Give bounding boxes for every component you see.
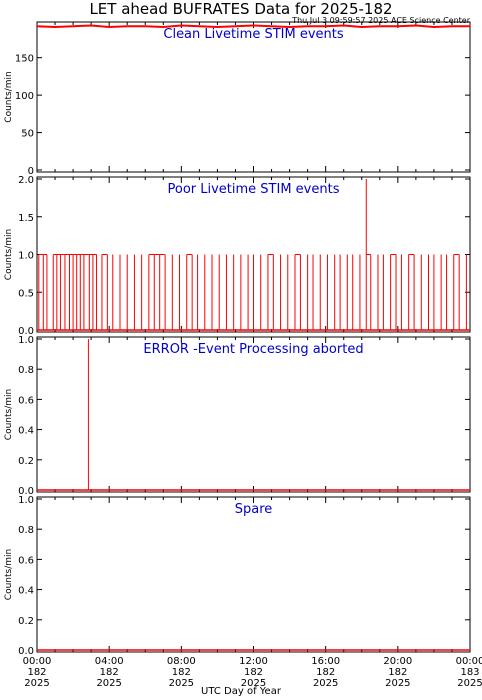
x-tick-label: 2025 [241,678,266,689]
y-tick-label: 0.5 [18,288,34,299]
y-tick-label: 0.6 [18,395,34,406]
plot-frame [36,21,471,173]
data-point [288,26,291,28]
data-point [252,24,255,27]
y-tick-label: 0.8 [18,525,34,536]
x-axis-label: UTC Day of Year [201,686,281,697]
y-tick-label: 1.5 [18,213,34,224]
panel-title: Spare [235,502,273,517]
data-point [270,25,273,28]
x-tick-label: 182 [388,667,407,678]
y-tick-label: 0.2 [18,456,34,467]
x-tick-label: 183 [460,667,479,678]
x-tick-label: 182 [100,667,119,678]
x-tick-label: 08:00 [167,656,196,667]
data-point [306,25,309,28]
data-point [415,24,417,27]
data-point [162,26,165,28]
x-tick-label: 2025 [385,678,410,689]
x-axis: 00:00182202504:00182202508:00182202512:0… [23,656,482,689]
plot-frame [36,496,471,653]
data-point [234,25,237,28]
x-tick-label: 00:00 [456,656,482,667]
y-tick-label: 1.0 [18,251,34,262]
plot-frame [36,336,471,493]
y-tick-label: 0.4 [18,426,34,437]
x-tick-label: 182 [316,667,335,678]
data-point [72,25,74,28]
panel-title: Clean Livetime STIM events [163,27,343,42]
x-tick-label: 2025 [169,678,194,689]
y-tick-label: 100 [15,91,34,102]
x-tick-label: 2025 [24,678,49,689]
data-point [451,25,453,28]
y-tick-label: 0.4 [18,586,34,597]
chart-title: LET ahead BUFRATES Data for 2025-182 [89,0,393,18]
data-point [90,24,92,27]
panel-title: ERROR -Event Processing aborted [143,342,363,357]
x-tick-label: 12:00 [239,656,268,667]
y-tick-label: 0.6 [18,555,34,566]
y-tick-label: 0.0 [18,646,34,657]
data-point [36,25,38,28]
x-tick-label: 20:00 [383,656,412,667]
data-point [198,25,201,28]
data-point [342,24,345,27]
data-point [108,26,110,28]
panel-title: Poor Livetime STIM events [168,182,340,197]
data-point [54,26,56,28]
data-point [360,26,363,28]
panel-2: 0.0 0.5 1.0 1.5 2.0 Counts/min Poor Livetime S… [4,175,471,337]
panel-4: 0.0 0.2 0.4 0.6 0.8 1.0 Counts/min Spare [4,495,471,657]
data-point [126,25,129,28]
y-axis-label: Counts/min [4,71,14,122]
x-tick-label: 2025 [313,678,338,689]
y-tick-label: 150 [15,54,34,65]
x-tick-label: 182 [27,667,46,678]
y-axis-label: Counts/min [4,229,14,280]
y-tick-label: 1.0 [18,335,34,346]
y-tick-label: 0.2 [18,616,34,627]
y-axis-label: Counts/min [4,389,14,440]
data-point [324,25,327,28]
data-point [144,25,147,28]
data-point [180,24,183,27]
data-point [397,25,399,28]
x-tick-label: 2025 [457,678,482,689]
x-tick-label: 04:00 [95,656,124,667]
x-tick-label: 16:00 [311,656,340,667]
x-tick-label: 2025 [96,678,121,689]
x-tick-label: 182 [172,667,191,678]
y-tick-label: 0.0 [18,486,34,497]
y-tick-label: 0 [28,166,34,177]
timestamp: Thu Jul 3 09:59:57 2025 ACE Science Cent… [292,16,470,25]
y-tick-label: 0.8 [18,365,34,376]
y-axis-label: Counts/min [4,549,14,600]
data-point [378,25,381,28]
y-tick-label: 2.0 [18,175,34,186]
x-tick-label: 00:00 [23,656,52,667]
x-tick-label: 182 [244,667,263,678]
y-tick-label: 0.0 [18,326,34,337]
panel-3: 0.0 0.2 0.4 0.6 0.8 1.0 Counts/min ERROR -Event… [4,335,471,497]
y-tick-label: 1.0 [18,495,34,506]
y-tick-label: 50 [21,129,34,140]
data-point [469,25,471,28]
data-point [433,26,435,28]
data-point [216,26,219,28]
